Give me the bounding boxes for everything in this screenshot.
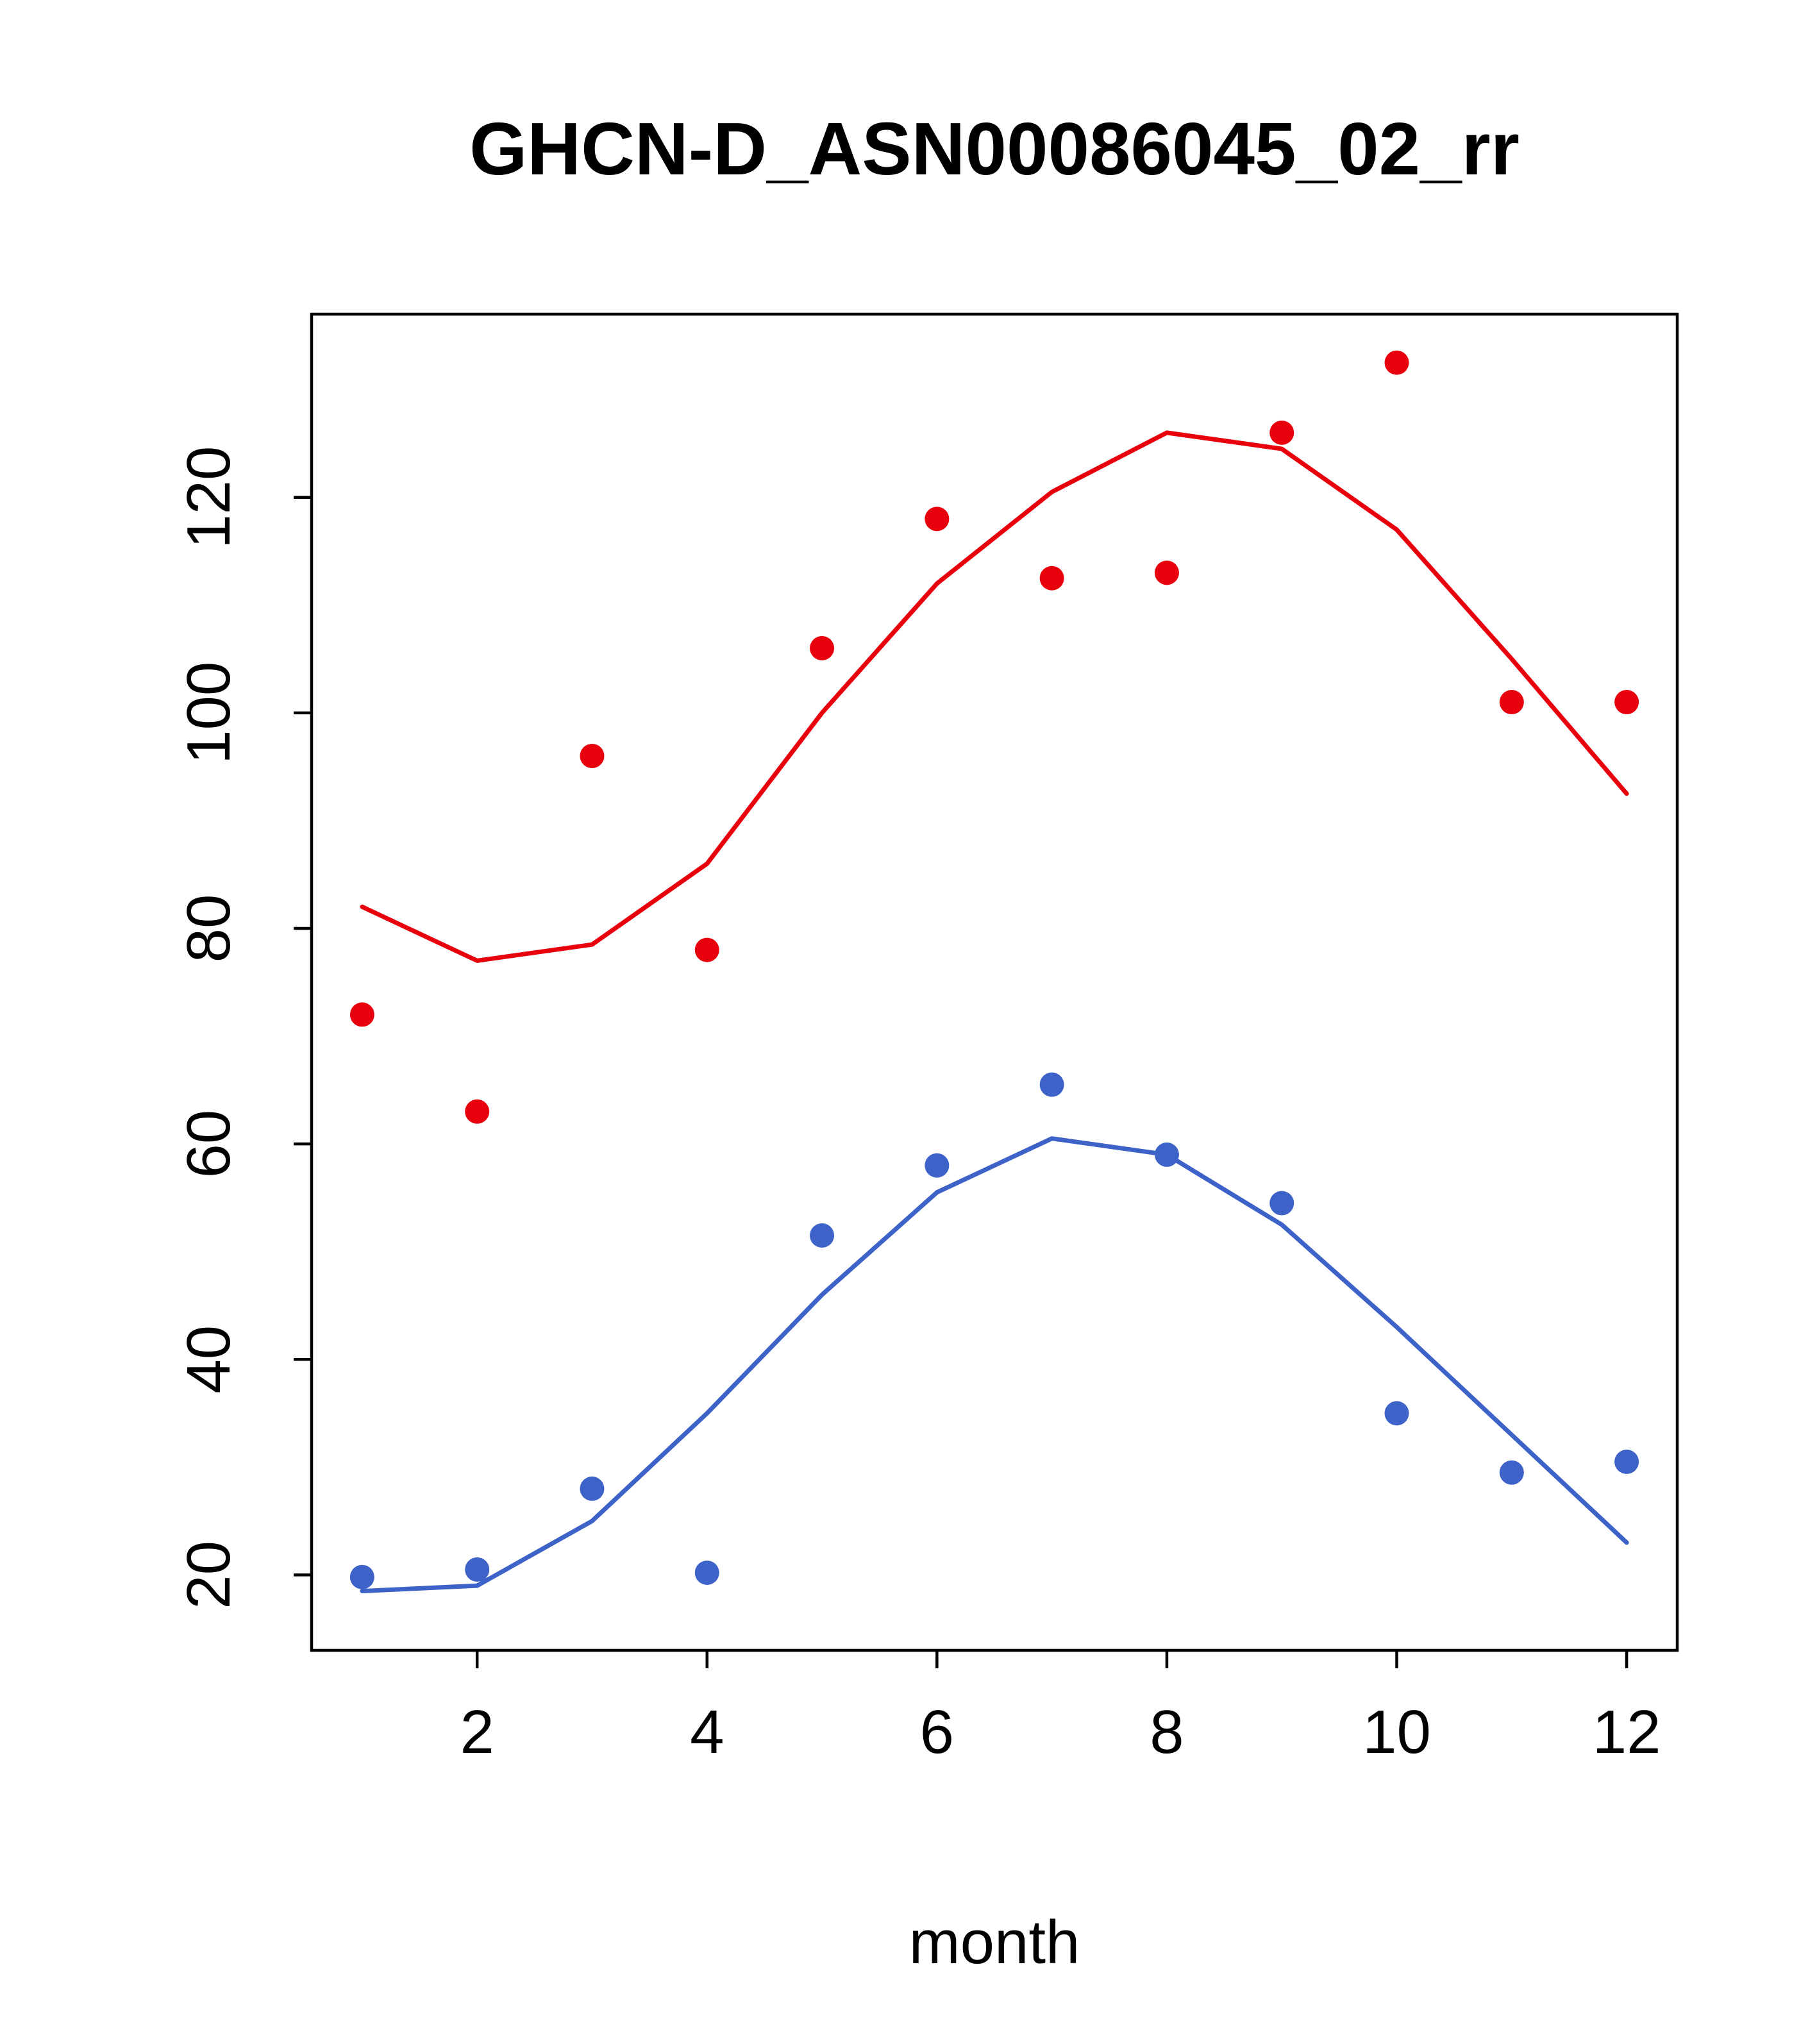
blue-points-marker xyxy=(349,1564,374,1589)
red-points-marker xyxy=(810,636,835,660)
y-tick-label: 60 xyxy=(174,1110,243,1178)
red-points-marker xyxy=(925,507,950,532)
blue-points-marker xyxy=(1039,1072,1064,1097)
red-smooth-line xyxy=(360,430,1629,963)
red-points-marker xyxy=(1039,565,1064,591)
y-tick-label: 120 xyxy=(174,446,243,549)
y-tick-label: 80 xyxy=(174,894,243,963)
plot-content: 2 4 6 8 10 12 20 40 60 80 100 120 xyxy=(174,312,1679,1766)
blue-points-marker xyxy=(694,1560,719,1585)
y-tick-label: 100 xyxy=(174,662,243,764)
x-tick-label: 6 xyxy=(920,1698,954,1766)
red-points-marker xyxy=(465,1099,490,1124)
x-tick-label: 4 xyxy=(690,1698,724,1766)
y-tick-label: 20 xyxy=(174,1541,243,1609)
red-points-marker xyxy=(1614,690,1639,715)
blue-points-marker xyxy=(1499,1460,1524,1485)
x-tick-label: 12 xyxy=(1593,1698,1661,1766)
red-points-marker xyxy=(1499,690,1524,715)
red-points-marker xyxy=(1384,350,1409,375)
chart-title: GHCN-D_ASN00086045_02_rr xyxy=(469,107,1520,190)
y-tick-label: 40 xyxy=(174,1325,243,1394)
x-axis-label: month xyxy=(909,1908,1080,1977)
red-points-marker xyxy=(1269,420,1294,445)
blue-points-marker xyxy=(465,1557,490,1582)
blue-points-marker xyxy=(580,1476,605,1501)
blue-points-marker xyxy=(925,1153,950,1178)
plot-border xyxy=(310,312,1679,1652)
blue-points-marker xyxy=(1269,1191,1294,1216)
red-points-marker xyxy=(580,744,605,769)
x-tick-label: 10 xyxy=(1362,1698,1431,1766)
red-points-marker xyxy=(1154,560,1179,585)
x-tick-label: 2 xyxy=(460,1698,494,1766)
blue-smooth-line xyxy=(360,1136,1629,1594)
x-tick-label: 8 xyxy=(1150,1698,1184,1766)
blue-points-marker xyxy=(1614,1449,1639,1474)
blue-points-marker xyxy=(1384,1401,1409,1426)
red-points-marker xyxy=(349,1002,374,1027)
blue-points-marker xyxy=(810,1223,835,1248)
red-points-marker xyxy=(694,937,719,962)
